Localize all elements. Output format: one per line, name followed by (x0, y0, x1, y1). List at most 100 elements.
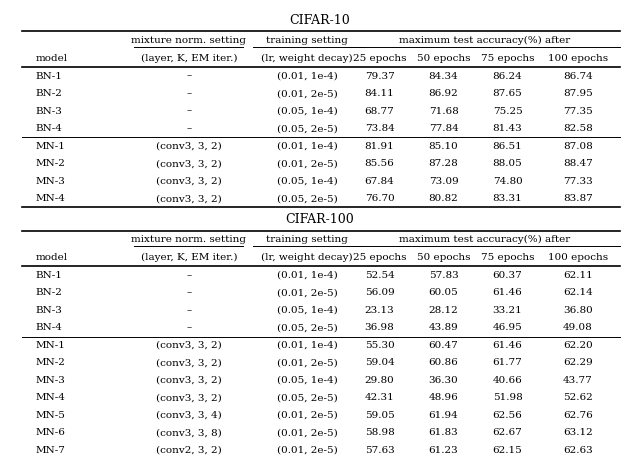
Text: 62.56: 62.56 (493, 411, 522, 420)
Text: (0.05, 2e-5): (0.05, 2e-5) (277, 323, 337, 332)
Text: (0.05, 1e-4): (0.05, 1e-4) (277, 376, 337, 385)
Text: 59.04: 59.04 (365, 358, 394, 367)
Text: –: – (186, 89, 191, 98)
Text: MN-2: MN-2 (35, 358, 65, 367)
Text: 86.24: 86.24 (493, 71, 522, 81)
Text: 36.80: 36.80 (563, 306, 593, 315)
Text: 61.94: 61.94 (429, 411, 458, 420)
Text: 43.77: 43.77 (563, 376, 593, 385)
Text: 100 epochs: 100 epochs (548, 253, 608, 262)
Text: 48.96: 48.96 (429, 393, 458, 402)
Text: BN-1: BN-1 (35, 71, 62, 81)
Text: (conv3, 3, 2): (conv3, 3, 2) (156, 376, 221, 385)
Text: 60.47: 60.47 (429, 341, 458, 350)
Text: 75 epochs: 75 epochs (481, 253, 534, 262)
Text: 62.63: 62.63 (563, 446, 593, 455)
Text: 74.80: 74.80 (493, 177, 522, 186)
Text: 79.37: 79.37 (365, 71, 394, 81)
Text: BN-1: BN-1 (35, 271, 62, 280)
Text: BN-3: BN-3 (35, 106, 62, 116)
Text: 75 epochs: 75 epochs (481, 54, 534, 63)
Text: –: – (186, 124, 191, 133)
Text: 36.30: 36.30 (429, 376, 458, 385)
Text: –: – (186, 306, 191, 315)
Text: 100 epochs: 100 epochs (548, 54, 608, 63)
Text: 25 epochs: 25 epochs (353, 54, 406, 63)
Text: model: model (35, 54, 67, 63)
Text: 61.77: 61.77 (493, 358, 522, 367)
Text: –: – (186, 106, 191, 116)
Text: (0.01, 1e-4): (0.01, 1e-4) (277, 142, 337, 151)
Text: 52.62: 52.62 (563, 393, 593, 402)
Text: (conv3, 3, 2): (conv3, 3, 2) (156, 177, 221, 186)
Text: (0.01, 2e-5): (0.01, 2e-5) (277, 446, 337, 455)
Text: 81.43: 81.43 (493, 124, 522, 133)
Text: (0.01, 2e-5): (0.01, 2e-5) (277, 89, 337, 98)
Text: 80.82: 80.82 (429, 194, 458, 203)
Text: BN-2: BN-2 (35, 288, 62, 297)
Text: maximum test accuracy(%) after: maximum test accuracy(%) after (399, 36, 571, 45)
Text: 62.11: 62.11 (563, 271, 593, 280)
Text: 87.08: 87.08 (563, 142, 593, 151)
Text: 85.10: 85.10 (429, 142, 458, 151)
Text: 60.86: 60.86 (429, 358, 458, 367)
Text: 28.12: 28.12 (429, 306, 458, 315)
Text: –: – (186, 71, 191, 81)
Text: MN-3: MN-3 (35, 376, 65, 385)
Text: 40.66: 40.66 (493, 376, 522, 385)
Text: (0.01, 2e-5): (0.01, 2e-5) (277, 358, 337, 367)
Text: 62.67: 62.67 (493, 428, 522, 437)
Text: 73.84: 73.84 (365, 124, 394, 133)
Text: 58.98: 58.98 (365, 428, 394, 437)
Text: –: – (186, 288, 191, 297)
Text: 83.87: 83.87 (563, 194, 593, 203)
Text: MN-4: MN-4 (35, 393, 65, 402)
Text: MN-3: MN-3 (35, 177, 65, 186)
Text: 84.11: 84.11 (365, 89, 394, 98)
Text: (0.01, 2e-5): (0.01, 2e-5) (277, 288, 337, 297)
Text: 73.09: 73.09 (429, 177, 458, 186)
Text: (conv3, 3, 2): (conv3, 3, 2) (156, 341, 221, 350)
Text: CIFAR-100: CIFAR-100 (285, 213, 355, 226)
Text: MN-5: MN-5 (35, 411, 65, 420)
Text: 50 epochs: 50 epochs (417, 253, 470, 262)
Text: 67.84: 67.84 (365, 177, 394, 186)
Text: 49.08: 49.08 (563, 323, 593, 332)
Text: (conv3, 3, 8): (conv3, 3, 8) (156, 428, 221, 437)
Text: 86.51: 86.51 (493, 142, 522, 151)
Text: –: – (186, 323, 191, 332)
Text: (0.01, 2e-5): (0.01, 2e-5) (277, 159, 337, 168)
Text: 63.12: 63.12 (563, 428, 593, 437)
Text: 62.15: 62.15 (493, 446, 522, 455)
Text: 29.80: 29.80 (365, 376, 394, 385)
Text: 23.13: 23.13 (365, 306, 394, 315)
Text: BN-4: BN-4 (35, 323, 62, 332)
Text: 62.76: 62.76 (563, 411, 593, 420)
Text: 62.20: 62.20 (563, 341, 593, 350)
Text: 84.34: 84.34 (429, 71, 458, 81)
Text: 71.68: 71.68 (429, 106, 458, 116)
Text: 88.47: 88.47 (563, 159, 593, 168)
Text: MN-4: MN-4 (35, 194, 65, 203)
Text: (0.05, 2e-5): (0.05, 2e-5) (277, 194, 337, 203)
Text: MN-7: MN-7 (35, 446, 65, 455)
Text: 61.46: 61.46 (493, 341, 522, 350)
Text: 82.58: 82.58 (563, 124, 593, 133)
Text: BN-4: BN-4 (35, 124, 62, 133)
Text: 61.23: 61.23 (429, 446, 458, 455)
Text: 25 epochs: 25 epochs (353, 253, 406, 262)
Text: (conv3, 3, 2): (conv3, 3, 2) (156, 393, 221, 402)
Text: (conv3, 3, 2): (conv3, 3, 2) (156, 358, 221, 367)
Text: 77.33: 77.33 (563, 177, 593, 186)
Text: 60.37: 60.37 (493, 271, 522, 280)
Text: model: model (35, 253, 67, 262)
Text: 50 epochs: 50 epochs (417, 54, 470, 63)
Text: maximum test accuracy(%) after: maximum test accuracy(%) after (399, 235, 571, 244)
Text: (conv2, 3, 2): (conv2, 3, 2) (156, 446, 221, 455)
Text: 77.84: 77.84 (429, 124, 458, 133)
Text: –: – (186, 271, 191, 280)
Text: BN-3: BN-3 (35, 306, 62, 315)
Text: 46.95: 46.95 (493, 323, 522, 332)
Text: (0.01, 1e-4): (0.01, 1e-4) (277, 271, 337, 280)
Text: 61.83: 61.83 (429, 428, 458, 437)
